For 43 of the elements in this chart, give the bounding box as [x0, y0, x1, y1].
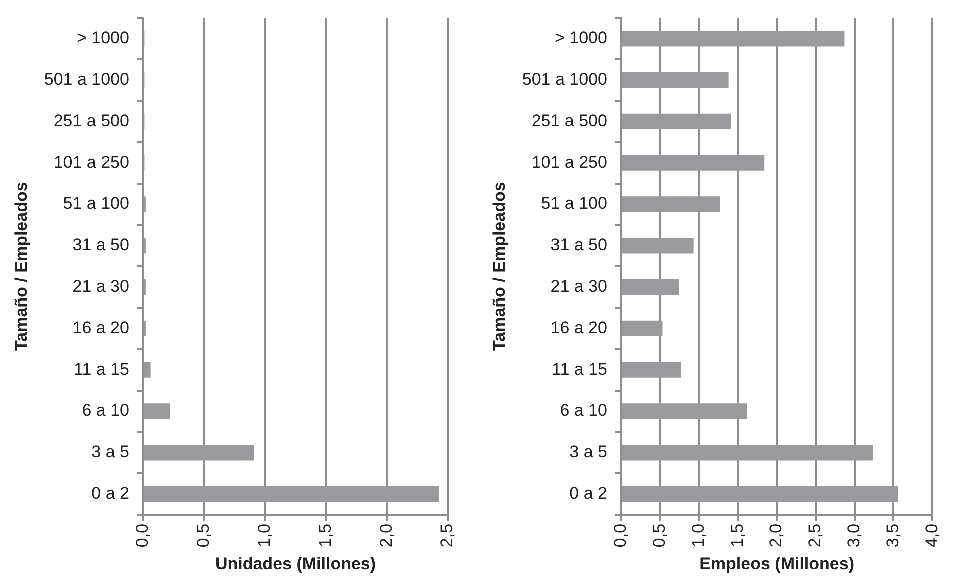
y-axis-title: Tamaño / Empleados — [12, 182, 31, 351]
y-tick-label: 16 a 20 — [72, 318, 130, 338]
x-tick-label: 1,0 — [254, 524, 274, 548]
y-tick-label: 0 a 2 — [92, 484, 130, 503]
x-tick-label: 1,5 — [316, 524, 335, 548]
y-tick-label: 21 a 30 — [550, 276, 608, 296]
x-tick-label: 0,0 — [133, 524, 152, 548]
x-tick-label: 3,5 — [883, 524, 902, 548]
x-tick-label: 1,5 — [728, 524, 747, 548]
x-tick-label: 4,0 — [922, 524, 942, 548]
x-tick-label: 2,5 — [806, 524, 825, 548]
x-tick-label: 0,0 — [611, 524, 630, 548]
y-tick-label: 31 a 50 — [550, 236, 608, 255]
y-tick-label: 3 a 5 — [92, 442, 130, 462]
x-tick-label: 3,0 — [844, 524, 864, 548]
x-axis-title: Empleos (Millones) — [700, 554, 854, 574]
y-tick-label: 11 a 15 — [552, 360, 608, 379]
y-tick-label: 21 a 30 — [72, 276, 130, 296]
x-tick-label: 1,0 — [688, 524, 708, 548]
x-tick-label: 2,0 — [376, 524, 396, 548]
y-tick-label: > 1000 — [77, 28, 130, 48]
x-axis-title: Unidades (Millones) — [215, 554, 376, 574]
y-tick-label: 51 a 100 — [63, 194, 130, 214]
y-tick-label: 0 a 2 — [570, 484, 608, 503]
y-tick-label: 51 a 100 — [541, 194, 608, 214]
y-tick-label: 6 a 10 — [82, 401, 130, 420]
y-tick-label: 501 a 1000 — [522, 70, 608, 89]
x-tick-label: 0,5 — [650, 524, 670, 548]
y-tick-label: 501 a 1000 — [44, 70, 130, 89]
y-tick-label: 251 a 500 — [54, 111, 130, 130]
x-tick-label: 2,5 — [438, 524, 457, 548]
y-tick-label: 16 a 20 — [550, 318, 608, 338]
y-axis-title: Tamaño / Empleados — [490, 182, 509, 351]
y-tick-label: 11 a 15 — [74, 360, 130, 379]
y-tick-label: 6 a 10 — [560, 401, 608, 420]
y-tick-label: 101 a 250 — [54, 152, 130, 172]
y-tick-label: 101 a 250 — [532, 152, 608, 172]
y-tick-label: 31 a 50 — [72, 236, 130, 255]
x-tick-label: 2,0 — [766, 524, 786, 548]
y-tick-label: 251 a 500 — [532, 111, 608, 130]
y-tick-label: 3 a 5 — [570, 442, 608, 462]
y-tick-label: > 1000 — [555, 28, 608, 48]
x-tick-label: 0,5 — [194, 524, 214, 548]
